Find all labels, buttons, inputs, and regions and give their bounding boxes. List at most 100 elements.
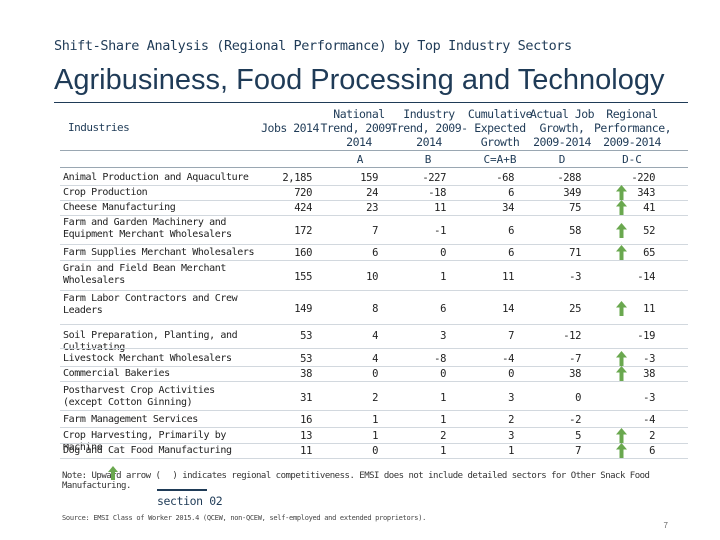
cell-national: 4 — [372, 353, 378, 365]
row-divider — [60, 366, 688, 367]
row-divider — [60, 200, 688, 201]
cell-regional: -3 — [643, 353, 655, 365]
source-note: Source: EMSI Class of Worker 2015.4 (QCE… — [62, 514, 427, 522]
row-divider — [60, 443, 688, 444]
industry-name: Dog and Cat Food Manufacturing — [63, 445, 232, 456]
industry-name: Farm Labor Contractors and Crew Leaders — [63, 293, 238, 316]
section-label: section 02 — [157, 494, 223, 508]
table-row: Crop Production 720 24 -18 6 349 343 — [0, 185, 720, 201]
cell-jobs: 31 — [300, 392, 312, 404]
cell-expected: -4 — [502, 353, 514, 365]
up-arrow-icon — [616, 366, 627, 381]
industry-name: Crop Production — [63, 187, 148, 198]
key-divider — [60, 167, 688, 168]
cell-regional: 6 — [649, 445, 655, 457]
title-rule — [54, 102, 688, 103]
row-divider — [60, 427, 688, 428]
slide-title: Agribusiness, Food Processing and Techno… — [54, 64, 665, 96]
up-arrow-icon — [616, 351, 627, 366]
table-row: Cheese Manufacturing 424 23 11 34 75 41 — [0, 200, 720, 216]
cell-national: 0 — [372, 368, 378, 380]
cell-trend: 3 — [440, 330, 446, 342]
cell-jobs: 172 — [294, 225, 312, 237]
table-row: Soil Preparation, Planting, and Cultivat… — [0, 329, 720, 353]
cell-trend: -18 — [428, 187, 446, 199]
cell-national: 10 — [366, 271, 378, 283]
cell-jobs: 16 — [300, 414, 312, 426]
table-row: Animal Production and Aquaculture 2,185 15… — [0, 171, 720, 186]
cell-national: 1 — [372, 414, 378, 426]
table-row: Livestock Merchant Wholesalers 53 4 -8 -4 -7 -… — [0, 351, 720, 367]
cell-trend: 0 — [440, 368, 446, 380]
header-regional: Regional Performance, 2009-2014 — [594, 107, 672, 149]
cell-jobs: 424 — [294, 202, 312, 214]
up-arrow-icon — [616, 301, 627, 316]
cell-jobs: 11 — [300, 445, 312, 457]
up-arrow-icon — [616, 428, 627, 443]
key-regional: D-C — [622, 153, 642, 166]
table-row: Grain and Field Bean Merchant Wholesaler… — [0, 263, 720, 291]
cell-national: 2 — [372, 392, 378, 404]
table-row: Postharvest Crop Activities (except Cott… — [0, 385, 720, 411]
cell-trend: -8 — [434, 353, 446, 365]
industry-name: Farm Management Services — [63, 414, 198, 425]
cell-actual: 5 — [575, 430, 581, 442]
cell-expected: 3 — [508, 430, 514, 442]
cell-actual: 71 — [569, 247, 581, 259]
cell-expected: -68 — [496, 172, 514, 184]
cell-expected: 6 — [508, 225, 514, 237]
industry-name: Farm Supplies Merchant Wholesalers — [63, 247, 255, 258]
industry-name: Soil Preparation, Planting, and Cultivat… — [63, 330, 238, 353]
cell-national: 24 — [366, 187, 378, 199]
industry-name: Cheese Manufacturing — [63, 202, 176, 213]
header-divider — [60, 150, 688, 151]
cell-national: 7 — [372, 225, 378, 237]
cell-trend: 2 — [440, 430, 446, 442]
cell-trend: -1 — [434, 225, 446, 237]
cell-regional: -19 — [637, 330, 655, 342]
cell-actual: 25 — [569, 303, 581, 315]
row-divider — [60, 244, 688, 245]
cell-jobs: 155 — [294, 271, 312, 283]
industry-name: Grain and Field Bean Merchant Wholesaler… — [63, 263, 226, 286]
cell-expected: 6 — [508, 247, 514, 259]
cell-national: 1 — [372, 430, 378, 442]
row-divider — [60, 381, 688, 382]
cell-regional: 41 — [643, 202, 655, 214]
cell-expected: 11 — [502, 271, 514, 283]
cell-actual: -7 — [569, 353, 581, 365]
table-row: Farm and Garden Machinery and Equipment … — [0, 217, 720, 245]
up-arrow-icon — [616, 443, 627, 458]
cell-regional: 11 — [643, 303, 655, 315]
cell-trend: 1 — [440, 445, 446, 457]
up-arrow-icon — [616, 245, 627, 260]
table-row: Dog and Cat Food Manufacturing 11 0 1 1 7 6 — [0, 443, 720, 459]
cell-trend: 0 — [440, 247, 446, 259]
cell-expected: 0 — [508, 368, 514, 380]
cell-actual: 58 — [569, 225, 581, 237]
cell-national: 6 — [372, 247, 378, 259]
header-jobs: Jobs 2014 — [261, 121, 319, 135]
cell-national: 8 — [372, 303, 378, 315]
cell-actual: 349 — [563, 187, 581, 199]
section-bar — [157, 489, 207, 491]
cell-trend: 11 — [434, 202, 446, 214]
header-industry: Industry Trend, 2009- 2014 — [390, 107, 468, 149]
cell-national: 0 — [372, 445, 378, 457]
cell-trend: 1 — [440, 414, 446, 426]
cell-actual: -2 — [569, 414, 581, 426]
up-arrow-icon — [616, 200, 627, 215]
cell-regional: -14 — [637, 271, 655, 283]
key-industry: B — [424, 153, 432, 166]
table-row: Farm Supplies Merchant Wholesalers 160 6 0 6… — [0, 245, 720, 261]
cell-actual: 7 — [575, 445, 581, 457]
row-divider — [60, 458, 688, 459]
cell-national: 4 — [372, 330, 378, 342]
cell-regional: -220 — [631, 172, 655, 184]
table-row: Farm Management Services 16 1 1 2 -2 -4 — [0, 413, 720, 428]
row-divider — [60, 215, 688, 216]
page-number: 7 — [663, 521, 668, 530]
cell-jobs: 149 — [294, 303, 312, 315]
key-actual: D — [558, 153, 566, 166]
cell-actual: -3 — [569, 271, 581, 283]
